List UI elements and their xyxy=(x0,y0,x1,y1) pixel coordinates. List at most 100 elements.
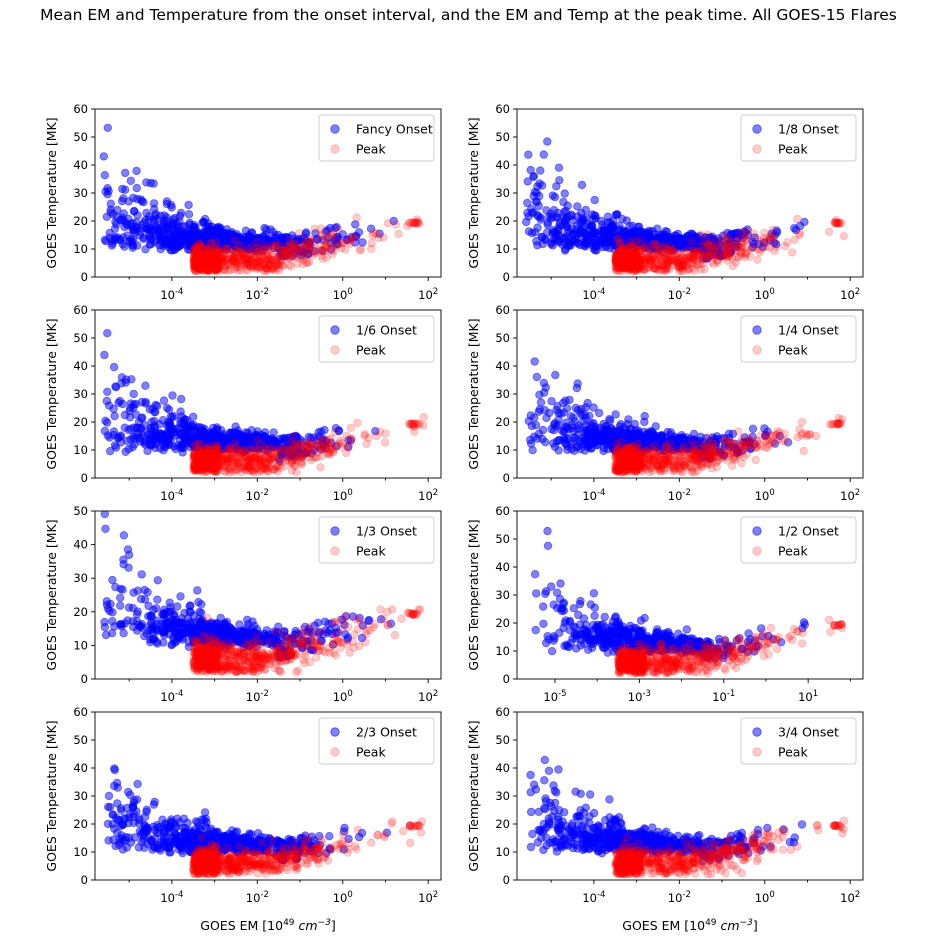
scatter-point xyxy=(551,370,560,380)
x-tick-label: 102 xyxy=(418,488,438,503)
scatter-point xyxy=(265,261,274,271)
scatter-point xyxy=(284,246,293,255)
scatter-point xyxy=(189,255,199,264)
scatter-point xyxy=(574,421,583,430)
scatter-point xyxy=(228,257,237,266)
scatter-point xyxy=(236,248,245,257)
scatter-point xyxy=(203,266,213,276)
scatter-point xyxy=(207,249,217,258)
scatter-point xyxy=(197,260,206,269)
scatter-point xyxy=(207,250,217,259)
legend-marker xyxy=(330,124,340,134)
scatter-point xyxy=(292,468,301,477)
scatter-point xyxy=(560,189,569,198)
scatter-point xyxy=(231,422,240,431)
scatter-point xyxy=(103,123,112,132)
scatter-point xyxy=(530,413,539,422)
scatter-point xyxy=(244,257,253,267)
scatter-point xyxy=(209,266,219,275)
scatter-point xyxy=(310,224,319,233)
scatter-point xyxy=(176,407,185,416)
scatter-point xyxy=(203,248,213,257)
scatter-point xyxy=(272,240,282,249)
scatter-point xyxy=(590,238,599,248)
scatter-point xyxy=(197,448,206,458)
scatter-point xyxy=(273,259,282,269)
scatter-point xyxy=(213,263,223,273)
scatter-point xyxy=(169,412,179,421)
scatter-point xyxy=(260,259,269,268)
scatter-point xyxy=(195,266,204,275)
scatter-point xyxy=(415,419,424,428)
scatter-point xyxy=(338,238,348,248)
scatter-point xyxy=(214,260,223,270)
scatter-point xyxy=(669,254,678,263)
scatter-point xyxy=(195,257,204,266)
scatter-point xyxy=(202,259,212,268)
scatter-point xyxy=(200,253,209,263)
scatter-point xyxy=(225,260,234,269)
scatter-point xyxy=(688,264,697,273)
scatter-point xyxy=(244,252,254,261)
scatter-point xyxy=(224,236,233,246)
scatter-point xyxy=(217,266,227,275)
scatter-point xyxy=(255,257,265,266)
y-tick-label: 30 xyxy=(495,186,510,200)
y-tick-label: 50 xyxy=(73,331,88,345)
scatter-point xyxy=(158,416,168,425)
scatter-point xyxy=(543,137,552,146)
scatter-point xyxy=(528,446,537,455)
scatter-point xyxy=(364,433,373,443)
scatter-point xyxy=(270,446,280,455)
scatter-point xyxy=(203,266,213,275)
scatter-point xyxy=(203,260,212,270)
scatter-point xyxy=(195,259,204,269)
scatter-point xyxy=(189,260,199,270)
scatter-point xyxy=(281,245,290,255)
scatter-point xyxy=(211,256,221,265)
scatter-point xyxy=(208,249,217,258)
scatter-point xyxy=(111,383,121,392)
scatter-point xyxy=(201,255,210,264)
scatter-point xyxy=(212,257,222,266)
scatter-point xyxy=(162,403,172,413)
scatter-point xyxy=(189,420,198,430)
scatter-point xyxy=(124,444,133,454)
scatter-point xyxy=(171,444,180,454)
scatter-point xyxy=(263,266,272,275)
scatter-point xyxy=(193,264,203,273)
scatter-point xyxy=(246,453,256,462)
scatter-point xyxy=(301,258,311,267)
scatter-point xyxy=(255,258,264,268)
scatter-point xyxy=(269,255,278,265)
scatter-point xyxy=(317,224,326,233)
scatter-point xyxy=(255,263,264,272)
scatter-point xyxy=(549,420,559,429)
scatter-point xyxy=(191,243,200,253)
scatter-point xyxy=(191,253,201,262)
scatter-point xyxy=(349,233,358,242)
scatter-point xyxy=(139,233,148,242)
scatter-point xyxy=(120,168,130,178)
scatter-point xyxy=(183,239,193,249)
scatter-point xyxy=(211,265,220,274)
scatter-point xyxy=(202,264,211,274)
scatter-point xyxy=(206,248,215,258)
scatter-point xyxy=(226,249,236,259)
scatter-point xyxy=(200,256,210,266)
scatter-point xyxy=(742,248,751,257)
scatter-point xyxy=(213,252,222,261)
scatter-point xyxy=(130,434,139,444)
scatter-point xyxy=(277,247,286,256)
scatter-point xyxy=(223,259,233,268)
scatter-point xyxy=(193,263,202,272)
scatter-point xyxy=(249,241,258,250)
scatter-point xyxy=(713,258,722,267)
scatter-point xyxy=(239,260,249,270)
scatter-point xyxy=(100,426,110,436)
scatter-point xyxy=(339,238,348,247)
scatter-point xyxy=(189,256,198,266)
scatter-point xyxy=(193,262,202,271)
scatter-point xyxy=(748,424,758,433)
